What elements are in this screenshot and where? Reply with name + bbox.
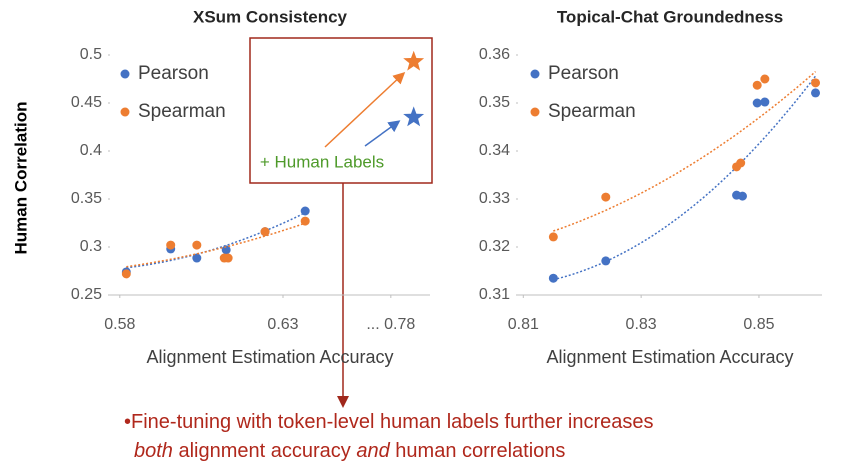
x-tick-label: 0.85: [743, 316, 774, 333]
point: [737, 191, 747, 201]
legend-label: Spearman: [548, 101, 636, 122]
y-tick-label: 0.31: [479, 286, 510, 303]
y-tick-label: 0.35: [479, 94, 510, 111]
point: [548, 273, 558, 283]
highlight-box: [249, 37, 433, 184]
point: [192, 253, 202, 263]
arrow: [324, 71, 406, 148]
point: [752, 80, 762, 90]
x-tick-label: 0.63: [267, 316, 298, 333]
x-axis-label: Alignment Estimation Accuracy: [546, 347, 793, 367]
y-axis-label: Human Correlation: [11, 101, 30, 254]
trendline: [126, 212, 306, 269]
legend-marker: [120, 69, 130, 79]
y-tick-label: 0.34: [479, 142, 510, 159]
note-line: both alignment accuracy and human correl…: [134, 440, 565, 462]
x-tick-label: 0.81: [508, 316, 539, 333]
point: [736, 158, 746, 168]
y-tick-label: 0.25: [71, 286, 102, 303]
point: [811, 88, 821, 98]
point: [166, 240, 176, 250]
point: [223, 253, 233, 263]
bullet: •: [124, 411, 131, 433]
legend-label: Pearson: [138, 63, 209, 84]
point: [260, 227, 270, 237]
point: [300, 206, 310, 216]
note-line: •Fine-tuning with token-level human labe…: [124, 411, 654, 433]
point: [760, 74, 770, 84]
point: [601, 256, 611, 266]
legend-label: Pearson: [548, 63, 619, 84]
y-tick-label: 0.35: [71, 190, 102, 207]
point: [300, 216, 310, 226]
x-tick-label: 0.58: [104, 316, 135, 333]
y-tick-label: 0.5: [80, 46, 102, 63]
point: [121, 269, 131, 279]
point: [192, 240, 202, 250]
point: [221, 245, 231, 255]
y-tick-label: 0.3: [80, 238, 102, 255]
legend-marker: [120, 107, 130, 117]
note-text: both: [134, 440, 173, 462]
point: [752, 98, 762, 108]
x-tick-label: 0.83: [626, 316, 657, 333]
annotation: + Human Labels: [260, 152, 384, 171]
note-text: alignment accuracy: [173, 440, 356, 462]
y-tick-label: 0.4: [80, 142, 102, 159]
x-tick-label: ... 0.78: [366, 316, 415, 333]
point: [601, 192, 611, 202]
note-text: human correlations: [390, 440, 566, 462]
point: [760, 97, 770, 107]
chart-title: Topical-Chat Groundedness: [557, 7, 783, 26]
y-tick-label: 0.32: [479, 238, 510, 255]
note-text: and: [356, 440, 390, 462]
note-text: Fine-tuning with token-level human label…: [131, 411, 654, 433]
star-point: [403, 106, 425, 127]
y-tick-label: 0.45: [71, 94, 102, 111]
x-axis-label: Alignment Estimation Accuracy: [146, 347, 393, 367]
arrow: [364, 120, 401, 147]
legend-marker: [530, 107, 540, 117]
trendline: [553, 75, 817, 281]
point: [548, 232, 558, 242]
star-point: [403, 50, 425, 71]
trendline: [126, 222, 306, 268]
legend-marker: [530, 69, 540, 79]
legend-label: Spearman: [138, 101, 226, 122]
trendline: [553, 71, 816, 232]
y-tick-label: 0.36: [479, 46, 510, 63]
chart-title: XSum Consistency: [193, 7, 348, 26]
y-tick-label: 0.33: [479, 190, 510, 207]
point: [811, 78, 821, 88]
